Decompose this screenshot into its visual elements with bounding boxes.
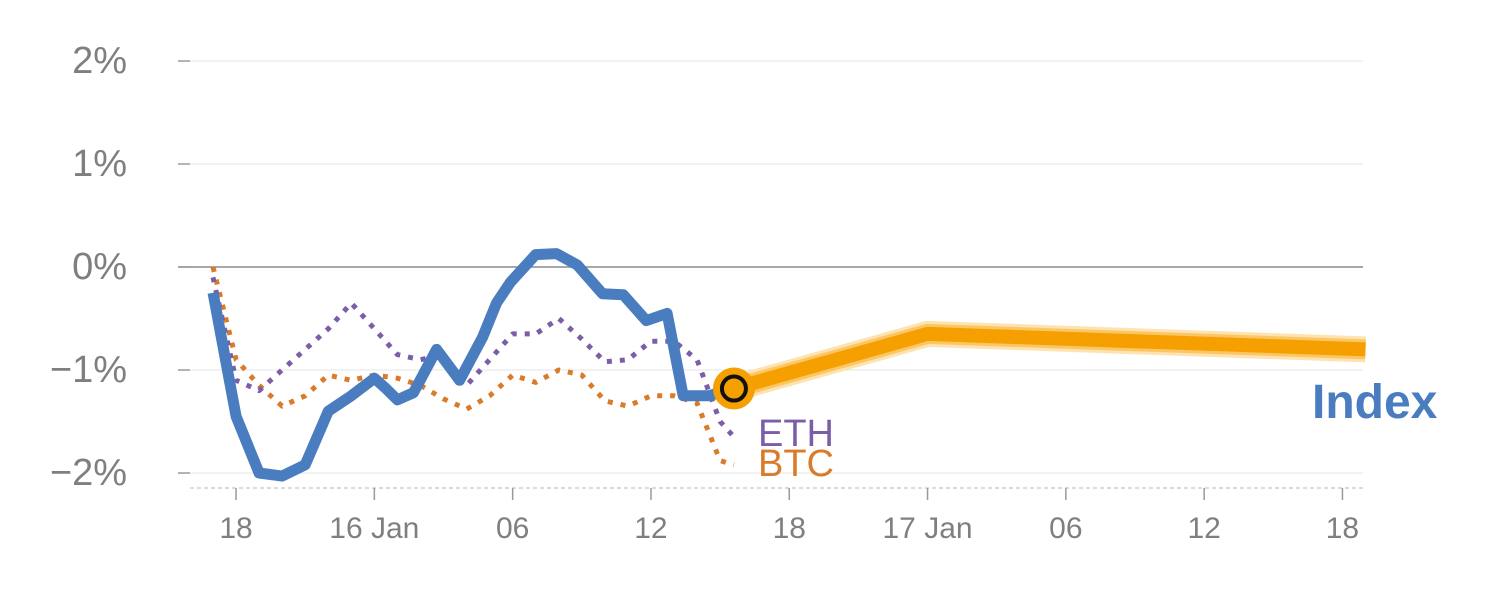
series-line-btc xyxy=(210,266,735,468)
y-tick-label: 0% xyxy=(72,246,127,288)
x-tick-label: 18 xyxy=(219,512,252,545)
series-line-forecast xyxy=(732,326,1366,396)
y-tick-label: −2% xyxy=(50,452,127,494)
series-line-eth xyxy=(210,276,736,439)
x-tick-label: 12 xyxy=(634,512,667,545)
y-axis: 2% 1% 0% −1% −2% xyxy=(50,40,190,494)
y-tick-label: 1% xyxy=(72,143,127,185)
y-tick-label: 2% xyxy=(72,40,127,82)
series-label-eth: ETH xyxy=(758,413,834,455)
current-point-marker xyxy=(719,374,748,403)
y-tick-label: −1% xyxy=(50,349,127,391)
x-tick-label: 18 xyxy=(773,512,806,545)
grid xyxy=(178,60,1363,474)
x-tick-label: 12 xyxy=(1187,512,1220,545)
series-label-btc: BTC xyxy=(758,443,834,485)
marker-layer xyxy=(712,367,755,410)
x-tick-label: 17 Jan xyxy=(883,512,973,545)
x-tick-label: 06 xyxy=(496,512,529,545)
x-tick-label: 06 xyxy=(1049,512,1082,545)
series-line-index xyxy=(207,248,736,482)
series-layer xyxy=(207,248,1366,482)
series-label-index: Index xyxy=(1312,376,1438,429)
x-tick-label: 18 xyxy=(1326,512,1359,545)
x-axis: 18 16 Jan 06 12 18 17 Jan 06 12 18 xyxy=(190,487,1363,545)
x-tick-label: 16 Jan xyxy=(329,512,419,545)
